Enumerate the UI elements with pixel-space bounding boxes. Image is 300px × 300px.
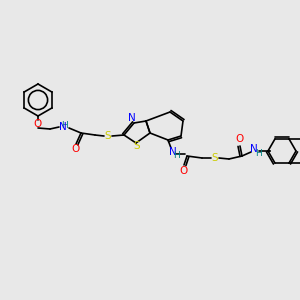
Text: N: N [59, 122, 67, 132]
Text: N: N [128, 113, 136, 123]
Text: H: H [174, 152, 180, 160]
Text: O: O [235, 134, 243, 144]
Text: O: O [34, 119, 42, 129]
Text: S: S [212, 153, 218, 163]
Text: N: N [169, 147, 177, 157]
Text: S: S [105, 131, 111, 141]
Text: O: O [179, 166, 187, 176]
Text: O: O [71, 144, 79, 154]
Text: H: H [61, 121, 68, 130]
Text: S: S [134, 141, 140, 151]
Text: N: N [250, 144, 258, 154]
Text: H: H [255, 148, 261, 158]
